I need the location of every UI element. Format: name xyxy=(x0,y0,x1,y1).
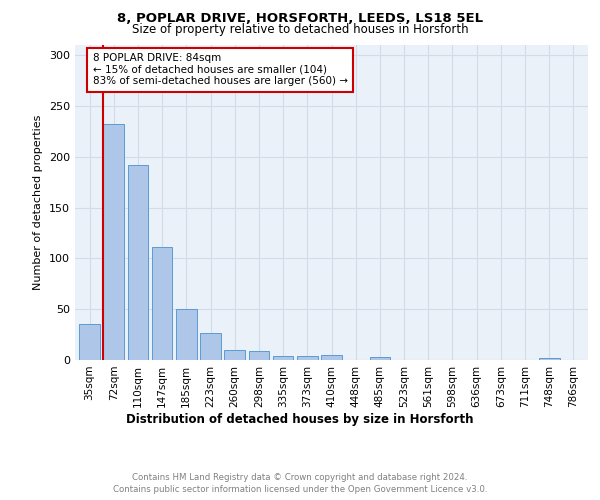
Bar xyxy=(128,165,148,360)
Bar xyxy=(79,324,100,360)
Bar xyxy=(297,356,317,360)
Y-axis label: Number of detached properties: Number of detached properties xyxy=(34,115,43,290)
Text: Contains HM Land Registry data © Crown copyright and database right 2024.
Contai: Contains HM Land Registry data © Crown c… xyxy=(113,472,487,494)
Bar xyxy=(200,332,221,360)
Bar xyxy=(370,357,390,360)
Bar xyxy=(103,124,124,360)
Text: Size of property relative to detached houses in Horsforth: Size of property relative to detached ho… xyxy=(131,24,469,36)
Bar xyxy=(224,350,245,360)
Text: Distribution of detached houses by size in Horsforth: Distribution of detached houses by size … xyxy=(126,412,474,426)
Bar xyxy=(273,356,293,360)
Bar xyxy=(248,351,269,360)
Text: 8, POPLAR DRIVE, HORSFORTH, LEEDS, LS18 5EL: 8, POPLAR DRIVE, HORSFORTH, LEEDS, LS18 … xyxy=(117,12,483,26)
Bar xyxy=(176,309,197,360)
Bar xyxy=(152,247,172,360)
Bar xyxy=(321,355,342,360)
Bar xyxy=(539,358,560,360)
Text: 8 POPLAR DRIVE: 84sqm
← 15% of detached houses are smaller (104)
83% of semi-det: 8 POPLAR DRIVE: 84sqm ← 15% of detached … xyxy=(92,53,347,86)
